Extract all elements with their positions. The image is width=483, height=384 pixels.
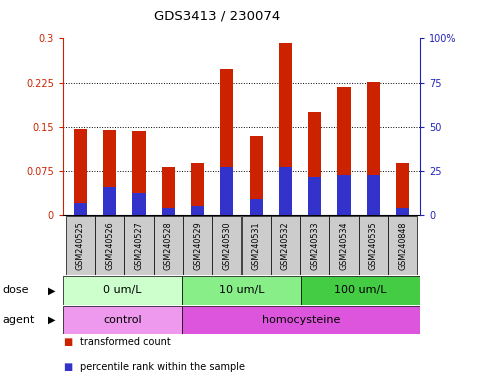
Bar xyxy=(308,177,321,215)
Bar xyxy=(242,216,271,275)
Bar xyxy=(329,216,359,275)
Text: GSM240532: GSM240532 xyxy=(281,221,290,270)
Bar xyxy=(338,87,351,215)
Bar xyxy=(367,82,380,215)
Text: GSM240527: GSM240527 xyxy=(134,221,143,270)
Bar xyxy=(271,216,300,275)
Bar xyxy=(301,276,420,305)
Bar xyxy=(308,112,321,215)
Bar xyxy=(66,216,95,275)
Bar xyxy=(279,167,292,215)
Text: GSM240531: GSM240531 xyxy=(252,221,261,270)
Bar xyxy=(162,208,175,215)
Text: GSM240528: GSM240528 xyxy=(164,221,173,270)
Bar xyxy=(279,43,292,215)
Text: GSM240534: GSM240534 xyxy=(340,221,349,270)
Text: GSM240529: GSM240529 xyxy=(193,221,202,270)
Text: ■: ■ xyxy=(63,337,72,347)
Bar xyxy=(103,187,116,215)
Bar xyxy=(154,216,183,275)
Bar xyxy=(388,216,417,275)
Text: 100 um/L: 100 um/L xyxy=(334,285,387,296)
Text: ■: ■ xyxy=(63,362,72,372)
Bar xyxy=(300,216,329,275)
Text: GSM240848: GSM240848 xyxy=(398,222,407,270)
Text: transformed count: transformed count xyxy=(80,337,170,347)
Bar xyxy=(220,69,233,215)
Bar xyxy=(63,306,182,334)
Bar xyxy=(338,175,351,215)
Bar xyxy=(124,216,154,275)
Bar xyxy=(220,167,233,215)
Bar xyxy=(359,216,388,275)
Text: GSM240530: GSM240530 xyxy=(222,221,231,270)
Bar xyxy=(182,306,420,334)
Bar xyxy=(95,216,124,275)
Text: control: control xyxy=(103,315,142,325)
Text: ▶: ▶ xyxy=(48,315,56,325)
Bar xyxy=(162,167,175,215)
Bar xyxy=(396,163,409,215)
Text: GSM240526: GSM240526 xyxy=(105,221,114,270)
Text: GSM240533: GSM240533 xyxy=(310,221,319,270)
Bar xyxy=(250,199,263,215)
Text: homocysteine: homocysteine xyxy=(262,315,340,325)
Bar xyxy=(191,206,204,215)
Text: GSM240535: GSM240535 xyxy=(369,221,378,270)
Bar xyxy=(191,163,204,215)
Text: percentile rank within the sample: percentile rank within the sample xyxy=(80,362,245,372)
Bar xyxy=(132,193,145,215)
Bar xyxy=(74,129,87,215)
Bar xyxy=(182,276,301,305)
Bar xyxy=(212,216,242,275)
Text: dose: dose xyxy=(2,285,29,296)
Text: 10 um/L: 10 um/L xyxy=(219,285,264,296)
Text: agent: agent xyxy=(2,315,35,325)
Text: GSM240525: GSM240525 xyxy=(76,221,85,270)
Text: 0 um/L: 0 um/L xyxy=(103,285,142,296)
Bar xyxy=(367,175,380,215)
Text: GDS3413 / 230074: GDS3413 / 230074 xyxy=(154,10,281,23)
Bar xyxy=(183,216,212,275)
Bar xyxy=(132,131,145,215)
Text: ▶: ▶ xyxy=(48,285,56,296)
Bar xyxy=(396,208,409,215)
Bar xyxy=(250,136,263,215)
Bar xyxy=(103,130,116,215)
Bar xyxy=(63,276,182,305)
Bar xyxy=(74,203,87,215)
